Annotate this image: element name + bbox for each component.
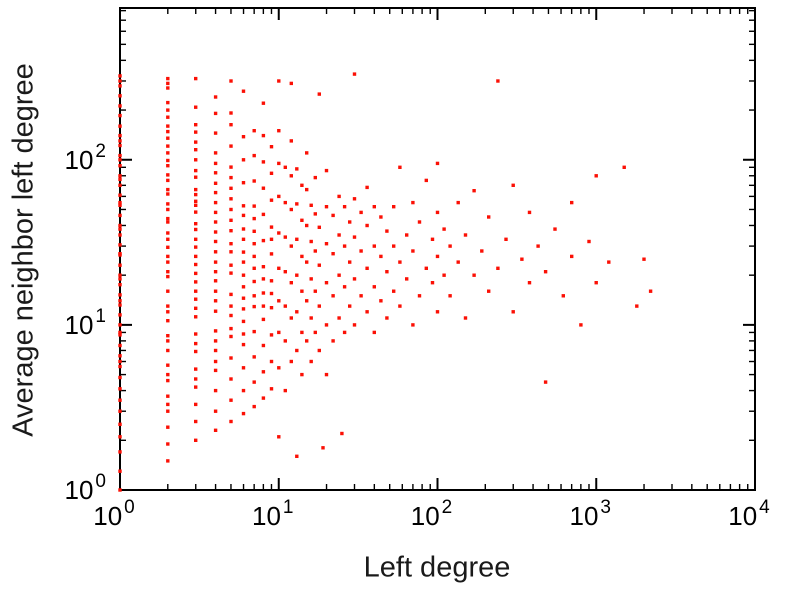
svg-text:101: 10 1 xyxy=(252,497,294,531)
data-points xyxy=(118,72,653,492)
svg-text:100: 10 0 xyxy=(65,471,107,505)
svg-text:101: 10 1 xyxy=(65,306,107,340)
x-axis-title: Left degree xyxy=(363,551,511,584)
svg-text:103: 10 3 xyxy=(570,497,612,531)
plot-frame xyxy=(119,7,756,491)
svg-text:104: 10 4 xyxy=(728,497,770,531)
axis-ticks xyxy=(119,8,756,491)
y-axis-title: Average neighbor left degree xyxy=(7,63,40,437)
svg-text:100: 10 0 xyxy=(93,497,135,531)
svg-text:102: 10 2 xyxy=(65,141,107,175)
svg-text:102: 10 2 xyxy=(411,497,453,531)
tick-labels: 10 0 10 1 10 2 10 3 10 4 10 0 10 1 10 2 xyxy=(65,141,771,531)
